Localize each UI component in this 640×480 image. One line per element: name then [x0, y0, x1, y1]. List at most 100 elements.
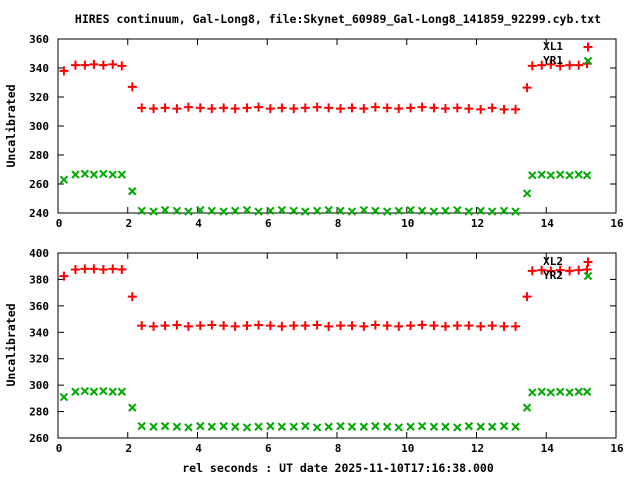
- plus-marker: [394, 321, 404, 331]
- cross-marker: [359, 422, 369, 431]
- plus-marker: [440, 321, 450, 331]
- cross-marker: [277, 205, 287, 215]
- cross-marker: [453, 205, 462, 215]
- plus-marker: [312, 102, 322, 112]
- plus-marker: [230, 321, 240, 331]
- cross-marker: [487, 207, 497, 216]
- x-tick-label: 4: [195, 442, 202, 455]
- plus-marker: [127, 82, 137, 92]
- cross-marker: [149, 422, 158, 431]
- plus-marker: [417, 102, 427, 112]
- cross-marker: [266, 206, 275, 216]
- legend-label-yr1: YR1: [543, 54, 563, 67]
- plus-marker: [476, 104, 486, 114]
- cross-marker: [128, 403, 137, 412]
- cross-marker: [71, 170, 80, 179]
- plus-marker: [265, 104, 275, 114]
- cross-marker: [582, 171, 592, 180]
- plus-marker: [98, 60, 108, 70]
- cross-marker: [117, 170, 127, 179]
- x-tick-label: 0: [56, 442, 63, 455]
- plot-title: HIRES continuum, Gal-Long8, file:Skynet_…: [74, 12, 602, 26]
- cross-marker: [149, 207, 158, 216]
- cross-marker: [522, 189, 532, 198]
- x-tick-label: 12: [471, 217, 484, 230]
- plus-marker: [277, 321, 287, 331]
- cross-marker: [546, 388, 555, 397]
- cross-marker: [453, 423, 462, 432]
- cross-marker: [184, 423, 193, 432]
- plus-marker: [98, 265, 108, 275]
- plus-marker: [406, 321, 416, 331]
- plus-marker: [160, 321, 170, 331]
- plus-marker: [511, 104, 521, 114]
- plus-marker: [370, 320, 380, 330]
- y-tick-label: 280: [29, 406, 49, 419]
- plus-marker: [499, 104, 509, 114]
- cross-marker: [254, 207, 263, 216]
- plus-marker: [219, 103, 229, 113]
- x-tick-label: 10: [401, 442, 414, 455]
- plus-marker: [406, 103, 416, 113]
- plus-marker: [359, 104, 369, 114]
- plus-marker: [312, 320, 322, 330]
- cross-marker: [537, 387, 546, 396]
- plus-marker: [289, 104, 299, 114]
- plus-marker: [382, 103, 392, 113]
- cross-marker: [219, 421, 228, 431]
- cross-marker: [160, 421, 170, 431]
- cross-marker: [59, 392, 69, 402]
- x-tick-label: 8: [335, 442, 342, 455]
- plus-marker: [172, 104, 182, 114]
- cross-marker: [511, 422, 520, 431]
- plus-marker: [207, 104, 217, 114]
- plus-marker: [137, 321, 147, 331]
- cross-marker: [242, 205, 252, 215]
- cross-marker: [582, 387, 592, 396]
- y-tick-label: 260: [29, 432, 49, 445]
- plus-marker: [160, 103, 170, 113]
- plus-marker: [324, 321, 334, 331]
- cross-marker: [371, 206, 380, 216]
- plus-marker: [89, 264, 99, 274]
- plus-marker: [487, 103, 497, 113]
- x-tick-label: 14: [541, 217, 555, 230]
- plus-marker: [80, 264, 90, 274]
- plus-marker: [207, 320, 217, 330]
- legend-label-xl1: XL1: [543, 40, 563, 53]
- plus-marker: [347, 321, 357, 331]
- cross-marker: [511, 207, 520, 216]
- plus-marker: [347, 103, 357, 113]
- cross-marker: [242, 423, 252, 432]
- cross-marker: [277, 422, 287, 431]
- y-tick-label: 300: [29, 120, 49, 133]
- cross-marker: [464, 207, 474, 216]
- plus-marker: [289, 321, 299, 331]
- x-tick-label: 12: [471, 442, 484, 455]
- cross-marker: [347, 207, 357, 216]
- plus-marker: [527, 266, 537, 276]
- cross-marker: [555, 387, 565, 396]
- plus-marker: [335, 321, 345, 331]
- y-tick-label: 400: [29, 247, 49, 260]
- plus-marker: [254, 102, 264, 112]
- cross-marker: [301, 421, 310, 431]
- plus-marker: [172, 320, 182, 330]
- cross-marker: [312, 423, 322, 432]
- x-tick-label: 8: [335, 217, 342, 230]
- cross-marker: [89, 170, 99, 179]
- legend-label-xl2: XL2: [543, 255, 563, 268]
- cross-marker: [108, 387, 117, 396]
- plus-marker: [464, 321, 474, 331]
- cross-marker: [383, 422, 392, 431]
- plus-marker: [70, 265, 80, 275]
- cross-marker: [537, 170, 546, 179]
- cross-marker: [196, 205, 205, 215]
- cross-marker: [394, 423, 403, 432]
- cross-marker: [406, 205, 415, 215]
- plus-marker: [149, 321, 159, 331]
- cross-marker: [464, 421, 474, 431]
- cross-marker: [99, 386, 108, 396]
- cross-marker: [336, 421, 345, 431]
- cross-marker: [476, 206, 485, 216]
